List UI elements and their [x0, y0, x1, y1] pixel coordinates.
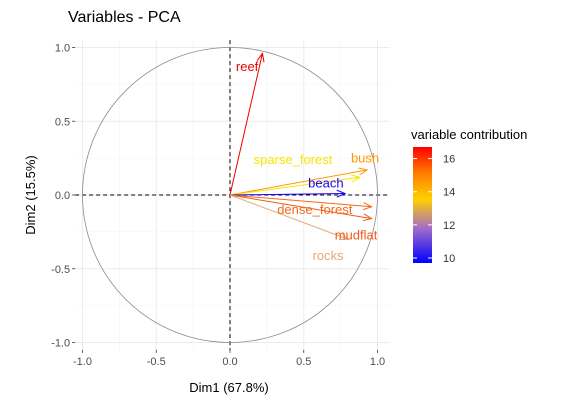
y-tick: -1.0 [51, 338, 76, 350]
y-tick-label: 0.0 [55, 190, 70, 202]
label-beach: beach [308, 176, 343, 191]
variable-arrows [229, 52, 373, 241]
arrow-beach [229, 189, 347, 198]
y-tick: 1.0 [55, 43, 76, 55]
x-tick: -1.0 [73, 349, 92, 368]
x-tick-label: -1.0 [73, 356, 92, 368]
label-rocks: rocks [313, 248, 345, 263]
x-tick: -0.5 [147, 349, 166, 368]
x-tick-label: 0.5 [296, 356, 311, 368]
x-tick-label: 0.0 [222, 356, 237, 368]
correlation-circle [82, 47, 378, 343]
x-tick: 0.0 [222, 349, 238, 368]
x-tick-label: 1.0 [370, 356, 385, 368]
legend-tick: 16 [413, 154, 455, 166]
label-reef: reef [236, 59, 259, 74]
legend-title: variable contribution [411, 127, 527, 142]
arrow-sparse_forest [229, 174, 362, 196]
legend-tick-label: 14 [443, 187, 455, 199]
y-tick-label: 0.5 [55, 116, 70, 128]
arrow-mudflat [229, 194, 373, 222]
legend-tick: 10 [413, 253, 455, 265]
label-dense_forest: dense_forest [277, 202, 353, 217]
arrow-dense_forest [229, 194, 373, 211]
x-tick: 0.5 [296, 349, 311, 368]
y-tick-label: -0.5 [51, 264, 70, 276]
legend-ticks: 10 12 14 16 [413, 154, 455, 265]
legend-tick-label: 12 [443, 220, 455, 232]
arrow-reef [229, 52, 265, 196]
y-tick: 0.5 [55, 116, 76, 128]
y-axis-title: Dim2 (15.5%) [23, 155, 38, 234]
y-tick-label: -1.0 [51, 338, 70, 350]
contribution-legend: variable contribution 10 12 14 16 [411, 127, 527, 265]
chart-title: Variables - PCA [68, 9, 181, 26]
x-axis-title: Dim1 (67.8%) [189, 380, 268, 395]
y-axis-ticks: -1.0 -0.5 0.0 0.5 1.0 [51, 43, 76, 350]
x-axis-ticks: -1.0 -0.5 0.0 0.5 1.0 [73, 349, 385, 368]
y-tick: 0.0 [55, 190, 76, 202]
x-tick: 1.0 [370, 349, 385, 368]
label-mudflat: mudflat [335, 227, 378, 242]
x-tick-label: -0.5 [147, 356, 166, 368]
legend-tick: 12 [413, 220, 455, 232]
legend-color-bar [413, 147, 432, 263]
y-tick-label: 1.0 [55, 43, 70, 55]
legend-tick-label: 10 [443, 253, 455, 265]
arrow-rocks [229, 194, 350, 241]
legend-tick-label: 16 [443, 154, 455, 166]
arrow-bush [229, 167, 369, 196]
label-sparse_forest: sparse_forest [254, 152, 333, 167]
y-tick: -0.5 [51, 264, 76, 276]
legend-tick: 14 [413, 187, 455, 199]
label-bush: bush [351, 151, 379, 166]
